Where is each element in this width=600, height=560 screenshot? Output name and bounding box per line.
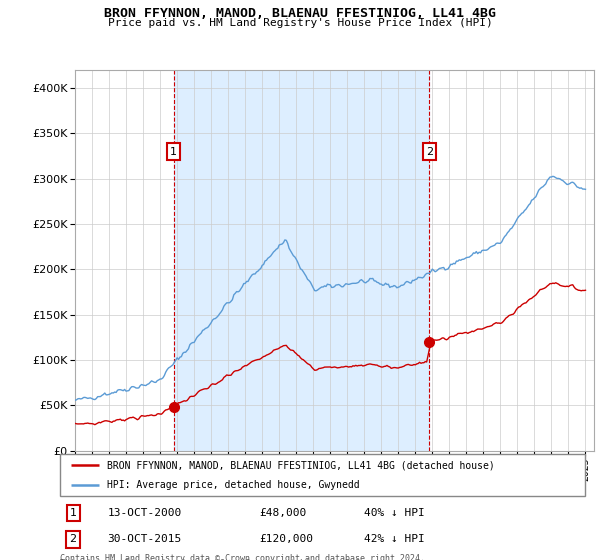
Text: Price paid vs. HM Land Registry's House Price Index (HPI): Price paid vs. HM Land Registry's House …	[107, 18, 493, 28]
Text: 30-OCT-2015: 30-OCT-2015	[107, 534, 182, 544]
Text: 1: 1	[170, 147, 177, 157]
Text: £48,000: £48,000	[260, 508, 307, 518]
Text: 42% ↓ HPI: 42% ↓ HPI	[365, 534, 425, 544]
Text: HPI: Average price, detached house, Gwynedd: HPI: Average price, detached house, Gwyn…	[107, 480, 360, 489]
Text: BRON FFYNNON, MANOD, BLAENAU FFESTINIOG, LL41 4BG: BRON FFYNNON, MANOD, BLAENAU FFESTINIOG,…	[104, 7, 496, 20]
Text: BRON FFYNNON, MANOD, BLAENAU FFESTINIOG, LL41 4BG (detached house): BRON FFYNNON, MANOD, BLAENAU FFESTINIOG,…	[107, 460, 495, 470]
Text: 40% ↓ HPI: 40% ↓ HPI	[365, 508, 425, 518]
Text: 13-OCT-2000: 13-OCT-2000	[107, 508, 182, 518]
Text: 2: 2	[70, 534, 77, 544]
Text: 2: 2	[426, 147, 433, 157]
Text: This data is licensed under the Open Government Licence v3.0.: This data is licensed under the Open Gov…	[60, 559, 365, 560]
FancyBboxPatch shape	[60, 454, 585, 496]
Bar	[173, 70, 430, 451]
Text: Contains HM Land Registry data © Crown copyright and database right 2024.: Contains HM Land Registry data © Crown c…	[60, 554, 425, 560]
Text: 1: 1	[70, 508, 77, 518]
Text: £120,000: £120,000	[260, 534, 314, 544]
